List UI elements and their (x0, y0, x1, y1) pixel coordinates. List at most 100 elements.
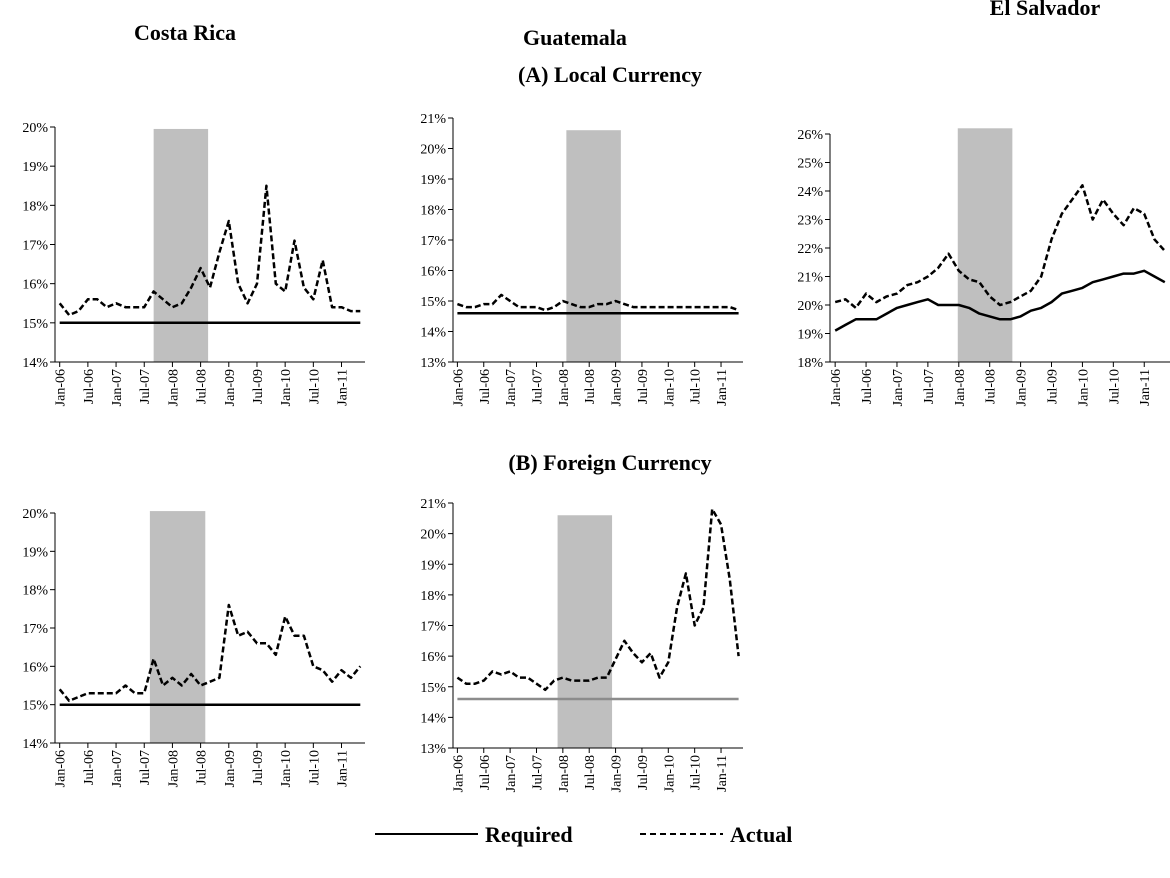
y-tick-label: 19% (22, 160, 48, 175)
shaded-period (153, 128, 209, 362)
chart: 13% 14% 15% 16% 17% 18% 19% 20% 21% Jan-06 Jul-06 J… (420, 112, 743, 406)
y-tick-label: 18% (22, 584, 48, 599)
x-tick-label: Jan-11 (715, 755, 730, 792)
x-tick-label: Jan-09 (223, 750, 238, 787)
y-tick-label: 16% (22, 278, 48, 293)
x-tick-label: Jul-07 (922, 369, 937, 404)
x-tick-label: Jul-10 (689, 755, 704, 790)
x-tick-label: Jul-10 (1107, 369, 1122, 404)
x-tick-label: Jul-08 (195, 369, 210, 404)
x-tick-label: Jul-08 (984, 369, 999, 404)
y-tick-label: 15% (22, 699, 48, 714)
shaded-period (557, 515, 613, 748)
x-tick-label: Jul-09 (636, 369, 651, 404)
y-tick-label: 19% (22, 545, 48, 560)
x-tick-label: Jan-10 (662, 369, 677, 406)
x-tick-label: Jul-07 (530, 369, 545, 404)
x-tick-label: Jan-08 (557, 369, 572, 406)
chart: 14% 15% 16% 17% 18% 19% 20% Jan-06 Jul-06 Jan-07 J… (22, 121, 365, 406)
x-tick-label: Jan-09 (1015, 369, 1030, 406)
y-tick-label: 19% (797, 328, 823, 343)
x-tick-label: Jan-10 (1076, 369, 1091, 406)
y-tick-label: 20% (22, 121, 48, 136)
y-tick-label: 18% (420, 204, 446, 219)
y-tick-label: 18% (420, 589, 446, 604)
column-title: Guatemala (523, 25, 627, 50)
x-tick-label: Jul-07 (530, 755, 545, 790)
series-line (58, 184, 361, 317)
x-tick-label: Jan-10 (279, 750, 294, 787)
x-tick-label: Jan-09 (610, 755, 625, 792)
x-tick-label: Jul-10 (307, 369, 322, 404)
y-tick-label: 16% (420, 265, 446, 280)
x-tick-label: Jul-07 (138, 750, 153, 785)
shaded-period (149, 511, 206, 743)
y-tick-label: 19% (420, 558, 446, 573)
x-tick-label: Jan-11 (1138, 369, 1153, 406)
y-tick-label: 21% (420, 112, 446, 127)
y-tick-label: 14% (420, 326, 446, 341)
x-tick-label: Jan-10 (279, 369, 294, 406)
y-tick-label: 18% (797, 356, 823, 371)
legend-label: Actual (730, 822, 792, 847)
x-tick-label: Jan-09 (610, 369, 625, 406)
x-tick-label: Jan-08 (166, 750, 181, 787)
chart: 13% 14% 15% 16% 17% 18% 19% 20% 21% Jan-06 Jul-06 J… (420, 497, 743, 792)
x-tick-label: Jul-08 (583, 369, 598, 404)
x-tick-label: Jul-06 (82, 750, 97, 785)
chart: 18% 19% 20% 21% 22% 23% 24% 25% 26% Jan-06 Jul-06 J… (797, 128, 1170, 406)
y-tick-label: 19% (420, 173, 446, 188)
x-tick-label: Jan-07 (504, 369, 519, 406)
x-tick-label: Jan-06 (54, 750, 69, 787)
x-tick-label: Jan-07 (504, 755, 519, 792)
y-tick-label: 21% (420, 497, 446, 512)
x-tick-label: Jan-08 (557, 755, 572, 792)
x-tick-label: Jul-10 (307, 750, 322, 785)
y-tick-label: 18% (22, 199, 48, 214)
series-line (834, 269, 1166, 332)
x-tick-label: Jan-08 (953, 369, 968, 406)
x-tick-label: Jan-07 (110, 750, 125, 787)
y-tick-label: 16% (22, 660, 48, 675)
x-tick-label: Jan-06 (451, 369, 466, 406)
x-tick-label: Jul-10 (689, 369, 704, 404)
x-tick-label: Jul-09 (636, 755, 651, 790)
y-tick-label: 24% (797, 185, 823, 200)
x-tick-label: Jul-09 (251, 750, 266, 785)
series-line (456, 293, 740, 312)
y-tick-label: 15% (22, 317, 48, 332)
y-tick-label: 25% (797, 157, 823, 172)
x-tick-label: Jan-10 (662, 755, 677, 792)
x-tick-label: Jul-06 (478, 369, 493, 404)
y-tick-label: 20% (797, 299, 823, 314)
x-tick-label: Jul-09 (1046, 369, 1061, 404)
y-tick-label: 17% (420, 234, 446, 249)
x-tick-label: Jan-06 (829, 369, 844, 406)
x-tick-label: Jan-11 (336, 750, 351, 787)
x-tick-label: Jan-08 (166, 369, 181, 406)
y-tick-label: 14% (420, 711, 446, 726)
shaded-period (566, 130, 621, 362)
y-tick-label: 15% (420, 295, 446, 310)
panel-title: (B) Foreign Currency (508, 450, 711, 475)
series-line (834, 184, 1166, 310)
y-tick-label: 21% (797, 271, 823, 286)
x-tick-label: Jul-06 (860, 369, 875, 404)
x-tick-label: Jul-06 (478, 755, 493, 790)
x-tick-label: Jan-11 (336, 369, 351, 406)
y-tick-label: 13% (420, 356, 446, 371)
y-tick-label: 17% (22, 239, 48, 254)
y-tick-label: 20% (420, 528, 446, 543)
y-tick-label: 14% (22, 737, 48, 752)
x-tick-label: Jul-06 (82, 369, 97, 404)
column-title: El Salvador (990, 0, 1101, 20)
legend-label: Required (485, 822, 573, 847)
y-tick-label: 16% (420, 650, 446, 665)
x-tick-label: Jan-06 (54, 369, 69, 406)
series-line (456, 507, 740, 692)
y-tick-label: 20% (420, 143, 446, 158)
y-tick-label: 17% (22, 622, 48, 637)
panel-title: (A) Local Currency (518, 62, 702, 87)
